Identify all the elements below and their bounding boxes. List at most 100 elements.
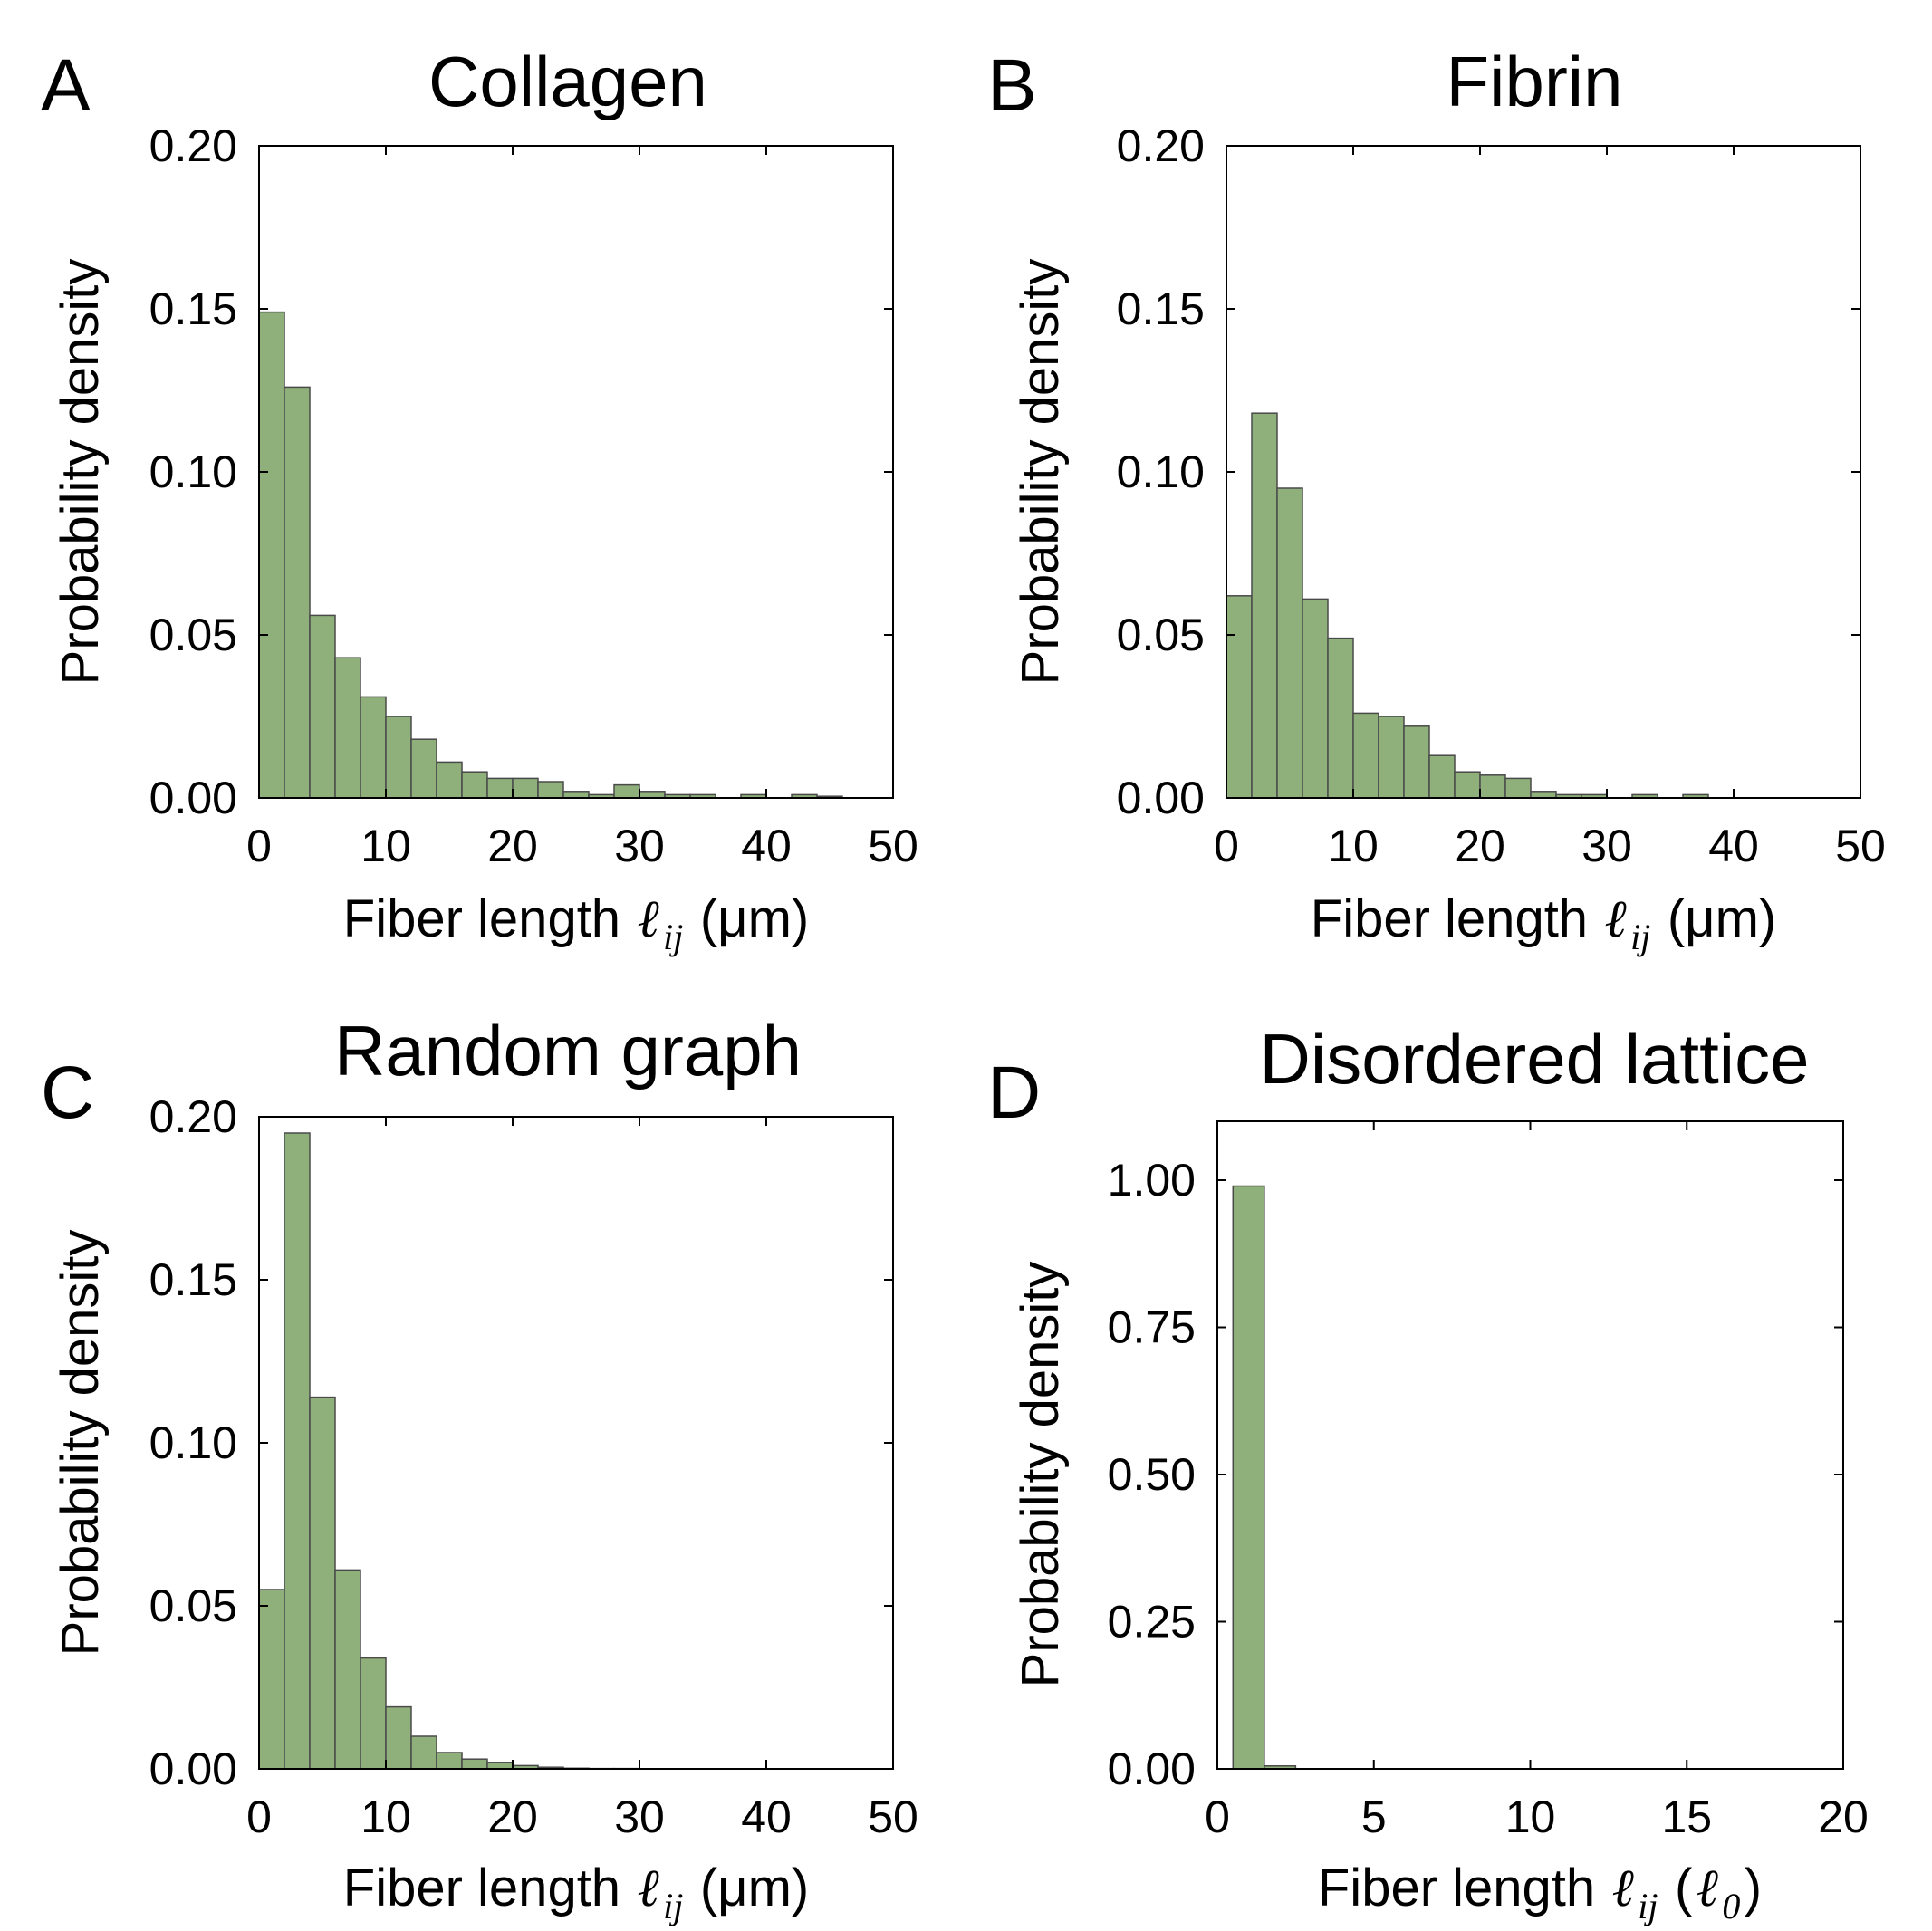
x-tick-label: 0 bbox=[1214, 821, 1239, 871]
x-tick-label: 10 bbox=[1505, 1792, 1556, 1842]
x-tick-label: 0 bbox=[1205, 1792, 1230, 1842]
x-tick-label: 20 bbox=[487, 1792, 538, 1842]
y-tick-label: 0.00 bbox=[1108, 1744, 1196, 1794]
histogram-bar bbox=[1378, 716, 1405, 799]
chart-title: Disordered lattice bbox=[1260, 1019, 1810, 1099]
histogram-bar bbox=[334, 1569, 361, 1770]
histogram-bar bbox=[1530, 791, 1557, 799]
x-axis-label: Fiber length ℓ ij (μm) bbox=[1311, 889, 1776, 957]
x-tick-label: 10 bbox=[360, 1792, 411, 1842]
y-tick-label: 0.20 bbox=[149, 120, 237, 171]
y-tick-label: 0.10 bbox=[149, 447, 237, 497]
histogram-bar bbox=[334, 657, 361, 799]
histogram-bar bbox=[258, 1589, 285, 1770]
x-axis-ticks: 0 10 20 30 40 50 bbox=[246, 1117, 918, 1842]
x-tick-label: 0 bbox=[246, 1792, 272, 1842]
y-tick-label: 0.15 bbox=[149, 283, 237, 334]
x-axis-label-text: Fiber length bbox=[1311, 889, 1588, 948]
histogram-bar bbox=[562, 791, 590, 799]
x-axis-label-symbol: ℓ bbox=[638, 1859, 659, 1917]
histogram-bar bbox=[1403, 725, 1430, 799]
histogram-bar bbox=[436, 761, 463, 799]
x-axis-label-symbol: ℓ bbox=[1612, 1859, 1634, 1917]
panel-random-graph: C Random graph 0 10 20 30 40 50 0.000.050.100… bbox=[41, 1011, 918, 1926]
histogram-bar bbox=[410, 738, 437, 799]
y-axis-ticks: 0.00 0.05 0.10 0.15 0.20 bbox=[149, 1091, 893, 1794]
y-tick-label: 0.05 bbox=[149, 610, 237, 660]
y-tick-label: 0.15 bbox=[1117, 283, 1205, 334]
x-axis-label: Fiber length ℓ ij (μm) bbox=[343, 889, 809, 957]
x-tick-label: 20 bbox=[1455, 821, 1505, 871]
y-tick-label: 0.00 bbox=[149, 773, 237, 823]
panel-disordered-lattice: D Disordered lattice 0 5 10 15 20 0.000.250.… bbox=[987, 1019, 1869, 1926]
x-axis-label: Fiber length ℓ ij ( ℓ 0 ) bbox=[1318, 1859, 1762, 1926]
x-tick-label: 15 bbox=[1661, 1792, 1712, 1842]
histogram-bar bbox=[410, 1735, 437, 1770]
histogram-bar bbox=[258, 311, 285, 799]
histogram-bar bbox=[613, 783, 640, 799]
chart-title: Random graph bbox=[334, 1011, 802, 1090]
histogram-bar bbox=[486, 1762, 514, 1770]
histogram-bar bbox=[1352, 712, 1379, 799]
x-axis-label-text: Fiber length bbox=[1318, 1859, 1595, 1917]
x-axis-label-symbol: ℓ bbox=[638, 889, 659, 948]
y-tick-label: 0.25 bbox=[1108, 1597, 1196, 1648]
panel-collagen: A Collagen 0 10 20 30 40 50 0.00 0.05 0.10 0.15 0… bbox=[41, 42, 918, 957]
x-tick-label: 30 bbox=[614, 1792, 665, 1842]
x-tick-label: 50 bbox=[868, 821, 918, 871]
x-tick-label: 30 bbox=[614, 821, 665, 871]
panel-letter: A bbox=[41, 44, 91, 127]
panel-letter: C bbox=[41, 1052, 94, 1134]
y-tick-label: 0.15 bbox=[149, 1254, 237, 1305]
x-axis-label-subscript: ij bbox=[1638, 1886, 1658, 1926]
histogram-bar bbox=[461, 1758, 488, 1770]
y-axis-label: Probability density bbox=[1011, 259, 1070, 686]
y-tick-label: 0.00 bbox=[149, 1744, 237, 1794]
histogram-bar bbox=[1276, 487, 1303, 799]
histogram-bar bbox=[1327, 637, 1354, 799]
histogram-bar bbox=[537, 781, 564, 799]
x-axis-label-symbol: ℓ bbox=[1605, 889, 1627, 948]
x-axis-label-unit: (μm) bbox=[1668, 889, 1776, 948]
chart-title: Fibrin bbox=[1446, 42, 1622, 121]
y-tick-label: 0.00 bbox=[1117, 773, 1205, 823]
histogram-bar bbox=[1428, 754, 1456, 799]
histogram-bar bbox=[360, 696, 387, 799]
chart-title: Collagen bbox=[428, 42, 707, 121]
y-axis-label: Probability density bbox=[51, 1230, 110, 1657]
x-axis-label-subscript: ij bbox=[663, 917, 683, 957]
x-axis-ticks: 0 10 20 30 40 50 bbox=[246, 146, 918, 871]
bars bbox=[1232, 1185, 1297, 1770]
x-axis-label-unit-symbol: ℓ bbox=[1697, 1859, 1718, 1917]
y-axis-ticks: 0.00 0.25 0.50 0.75 1.00 bbox=[1108, 1155, 1843, 1794]
y-tick-label: 0.10 bbox=[1117, 447, 1205, 497]
histogram-bar bbox=[309, 1396, 336, 1770]
plot-frame bbox=[1216, 1120, 1844, 1770]
histogram-bar bbox=[385, 1705, 412, 1770]
histogram-bar bbox=[360, 1657, 387, 1770]
histogram-bar bbox=[1226, 595, 1253, 799]
histogram-bar bbox=[639, 791, 666, 799]
y-tick-label: 0.10 bbox=[149, 1417, 237, 1468]
x-axis-label-unit-open: ( bbox=[1675, 1859, 1692, 1917]
histogram-bar bbox=[284, 386, 311, 799]
y-tick-label: 0.20 bbox=[1117, 120, 1205, 171]
x-tick-label: 10 bbox=[1328, 821, 1379, 871]
x-axis-ticks: 0 10 20 30 40 50 bbox=[1214, 146, 1886, 871]
panel-fibrin: B Fibrin 0 10 20 30 40 50 0.00 0.05 0.10 0.15 0.2… bbox=[987, 42, 1886, 957]
x-axis-label-subscript: ij bbox=[663, 1886, 683, 1926]
x-axis-label-text: Fiber length bbox=[343, 889, 620, 948]
x-axis-label-unit-subscript: 0 bbox=[1722, 1886, 1740, 1926]
histogram-bar bbox=[309, 614, 336, 799]
x-axis-label-unit: (μm) bbox=[700, 1859, 809, 1917]
y-tick-label: 0.75 bbox=[1108, 1302, 1196, 1353]
histogram-bar bbox=[1232, 1185, 1265, 1770]
histogram-bar bbox=[461, 771, 488, 799]
y-tick-label: 0.20 bbox=[149, 1091, 237, 1142]
x-axis-label-unit-close: ) bbox=[1745, 1859, 1762, 1917]
y-axis-ticks: 0.00 0.05 0.10 0.15 0.20 bbox=[1117, 120, 1860, 823]
x-tick-label: 30 bbox=[1581, 821, 1632, 871]
y-tick-label: 0.50 bbox=[1108, 1449, 1196, 1500]
bars bbox=[1226, 412, 1709, 799]
